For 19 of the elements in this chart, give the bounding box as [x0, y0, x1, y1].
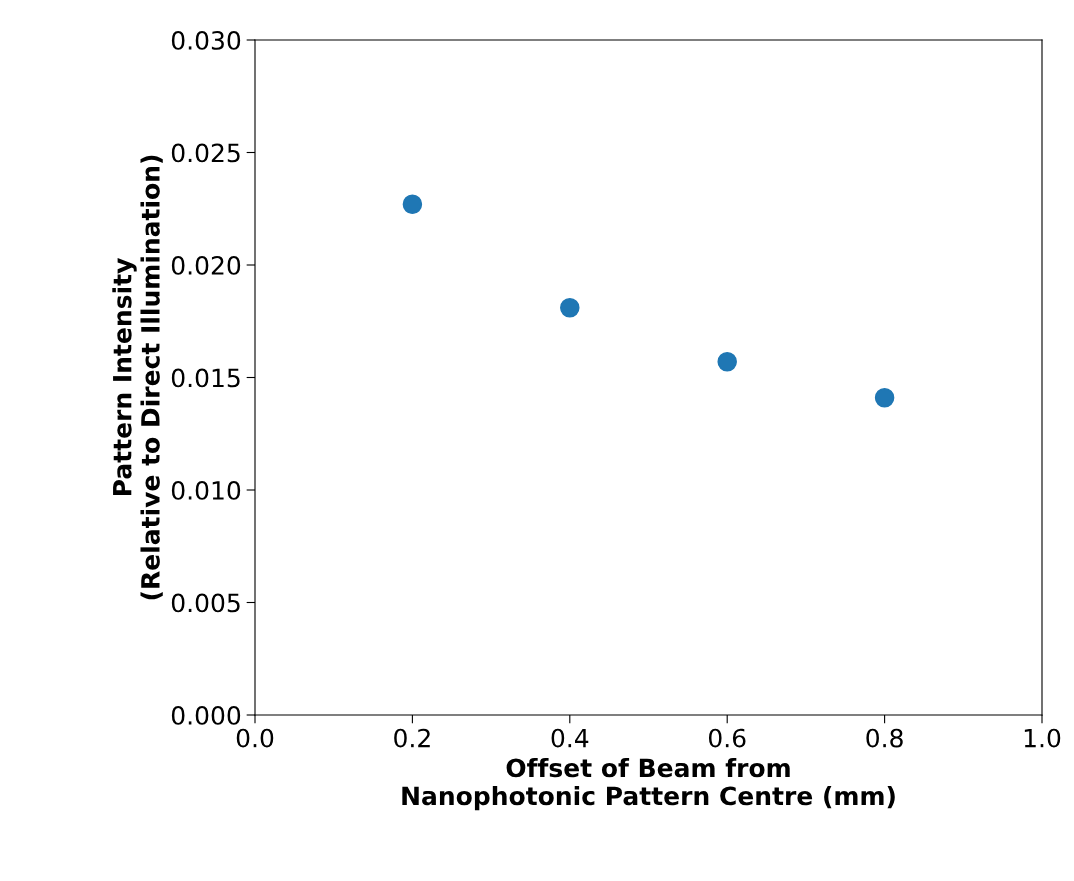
y-tick-label: 0.020 — [171, 255, 241, 275]
y-tick-label: 0.030 — [171, 30, 241, 50]
point — [402, 194, 423, 214]
x-axis-title: Offset of Beam from Nanophotonic Pattern Centre (mm) — [402, 757, 895, 811]
y-tick-label: 0.025 — [171, 143, 240, 163]
x-tick-label: 0.4 — [551, 728, 589, 748]
x-tick-label: 1.0 — [1024, 728, 1061, 748]
point — [874, 388, 895, 408]
x-tick-label: 0.2 — [394, 728, 430, 748]
y-tick-label: 0.000 — [171, 705, 241, 725]
y-axis-title: Pattern Intensity (Relative to Direct Illumination) — [112, 155, 163, 600]
y-tick-label: 0.010 — [171, 480, 241, 500]
point — [717, 352, 737, 372]
y-tick-label: 0.015 — [171, 368, 240, 388]
point — [560, 298, 580, 318]
x-tick-label: 0.8 — [866, 728, 903, 748]
x-tick-label: 0.6 — [708, 728, 746, 748]
y-tick-label: 0.005 — [171, 593, 240, 613]
x-tick-label: 0.0 — [236, 728, 274, 748]
